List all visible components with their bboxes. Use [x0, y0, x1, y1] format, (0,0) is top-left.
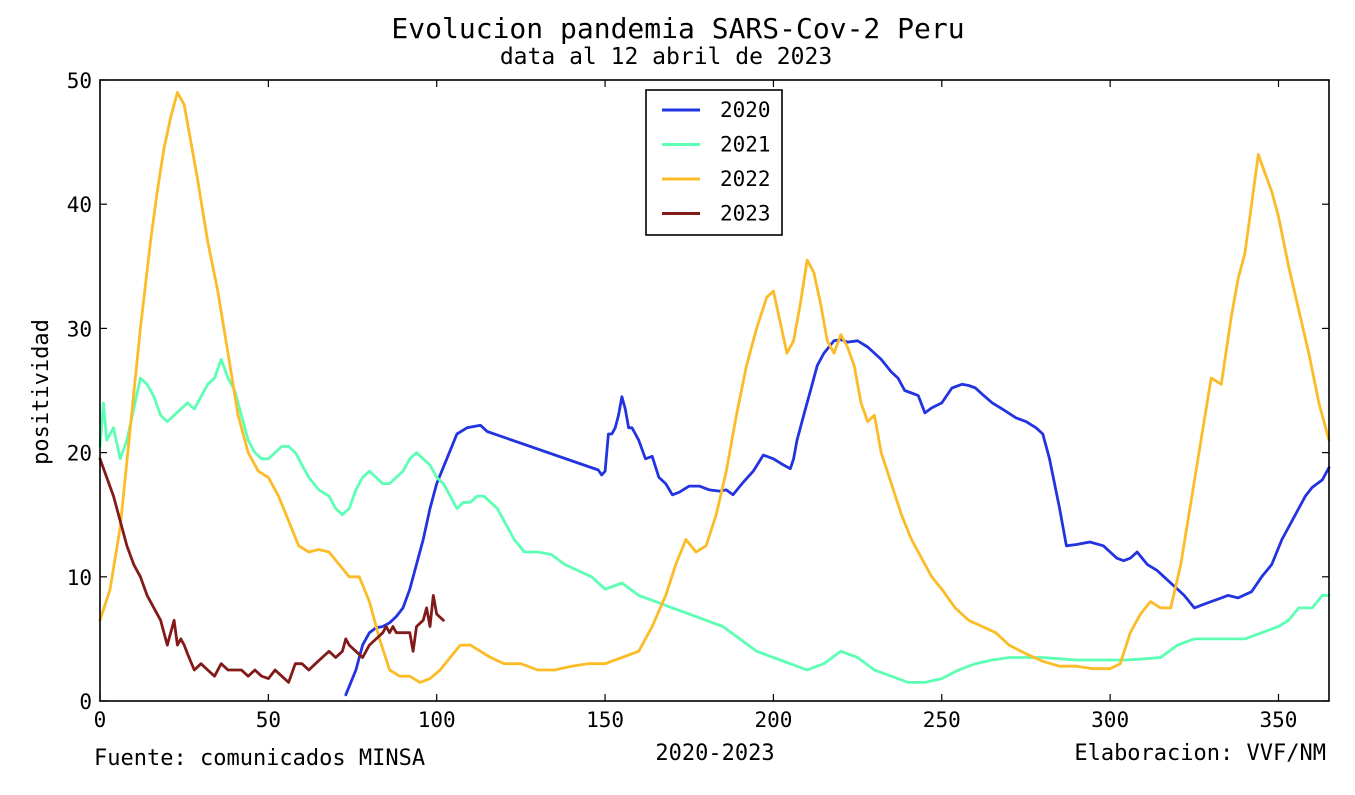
legend-box	[645, 89, 783, 236]
y-axis-label: positividad	[29, 319, 54, 465]
legend-label-2021: 2021	[720, 133, 771, 157]
x-tick-label: 300	[1091, 708, 1129, 732]
series-line-2021	[98, 357, 1331, 684]
legend-label-2023: 2023	[720, 202, 771, 226]
y-tick-label: 30	[67, 317, 92, 341]
x-tick-label: 350	[1260, 708, 1298, 732]
credit-note: Elaboracion: VVF/NM	[1074, 741, 1326, 766]
y-tick-label: 10	[67, 566, 92, 590]
y-tick-label: 20	[67, 442, 92, 466]
legend-label-2020: 2020	[720, 98, 771, 122]
x-tick-label: 200	[754, 708, 792, 732]
chart-title: Evolucion pandemia SARS-Cov-2 Peru	[391, 12, 964, 45]
legend-label-2022: 2022	[720, 167, 771, 191]
x-tick-label: 0	[94, 708, 107, 732]
x-tick-label: 50	[256, 708, 281, 732]
axis-ticks: 0 50 100 150 200 250 300 350 0 10 20 30 40 50	[67, 69, 1329, 732]
x-tick-label: 250	[923, 708, 961, 732]
y-tick-label: 50	[67, 69, 92, 93]
y-tick-label: 0	[79, 690, 92, 714]
x-tick-label: 100	[418, 708, 456, 732]
plot-area	[98, 79, 1331, 702]
series-line-2020	[344, 338, 1331, 697]
x-tick-label: 150	[586, 708, 624, 732]
legend: 2020 2021 2022 2023	[645, 89, 783, 236]
source-note: Fuente: comunicados MINSA	[94, 746, 425, 771]
chart-subtitle: data al 12 abril de 2023	[500, 44, 832, 70]
y-tick-label: 40	[67, 193, 92, 217]
plot-frame	[99, 79, 1330, 702]
series-line-2022	[98, 91, 1331, 684]
x-axis-label: 2020-2023	[655, 741, 774, 766]
series-line-2023	[98, 457, 445, 684]
